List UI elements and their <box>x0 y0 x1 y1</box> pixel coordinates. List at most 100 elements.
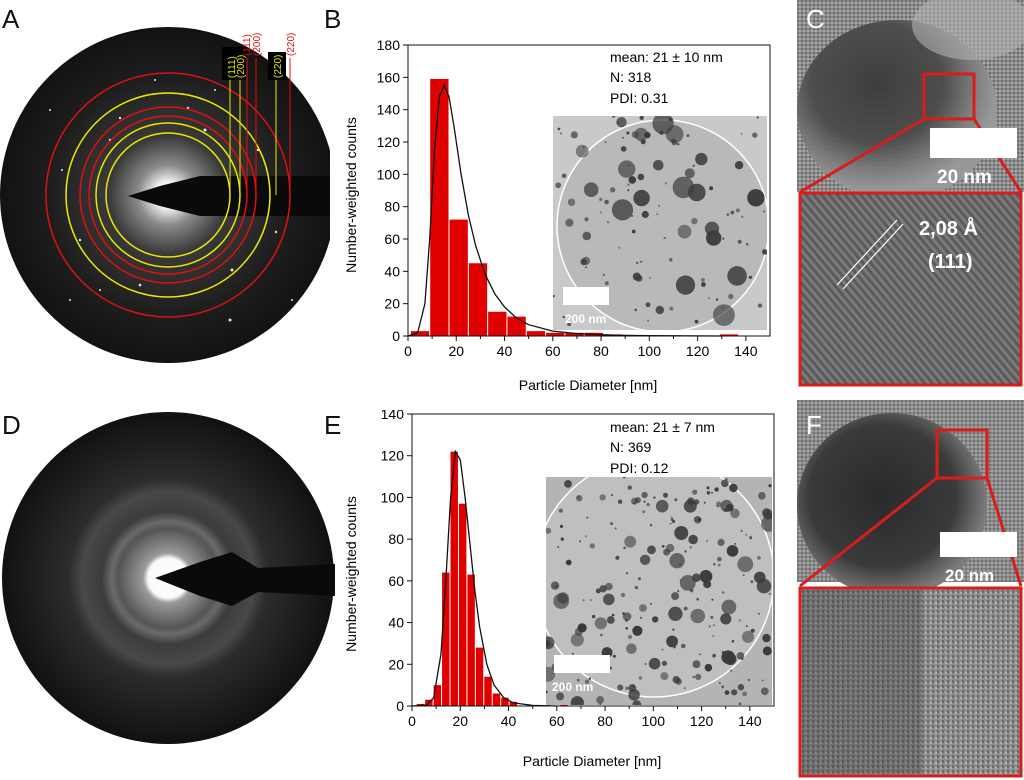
scale-label-b: 200 nm <box>565 312 606 326</box>
scale-bar-f <box>940 532 1017 557</box>
chart-b-ytick-label-0: 0 <box>392 328 400 344</box>
ring-label-200-yellow: (200) <box>236 55 247 78</box>
chart-b-bar-8 <box>565 332 584 336</box>
diffraction-pattern-d <box>2 412 335 744</box>
chart-b-xtick-label-2: 40 <box>497 343 513 359</box>
chart-b-bar-5 <box>507 316 526 336</box>
hrtem-zoom-c <box>798 191 1023 387</box>
chart-e-ytick-label-7: 140 <box>381 410 405 422</box>
panel-letter-f: F <box>806 410 822 440</box>
chart-e-bar-9 <box>492 693 501 706</box>
chart-b-ytick-label-2: 40 <box>384 263 400 279</box>
label-bg-220 <box>268 52 286 80</box>
chart-e-bar-3 <box>442 572 450 706</box>
chart-b-ytick-label-5: 100 <box>377 166 401 182</box>
chart-b-bar-6 <box>526 331 546 336</box>
histogram-e: 0 20 40 60 80 100 120 140 0 20 40 60 80 100 120 140 Par… <box>343 410 775 769</box>
chart-e-bar-2 <box>433 685 442 706</box>
chart-e-xtick-label-1: 20 <box>452 713 468 729</box>
scale-bar-e <box>554 655 610 673</box>
chart-e-axes-frame <box>411 413 775 707</box>
chart-e-bar-11 <box>509 701 518 706</box>
red-rings <box>45 72 291 318</box>
scale-bar-b <box>563 287 609 305</box>
chart-e-bar-7 <box>475 647 484 706</box>
chart-e-bar-8 <box>484 676 492 706</box>
chart-b-ytick-label-1: 20 <box>384 296 400 312</box>
chart-b-ytick-label-7: 140 <box>377 102 401 118</box>
chart-e-ytick-label-0: 0 <box>396 698 404 714</box>
stats-pdi-b: PDI: 0.31 <box>610 90 669 106</box>
chart-b-xtick-label-7: 140 <box>734 343 758 359</box>
chart-b-xtick-label-5: 100 <box>638 343 662 359</box>
ring-label-200-red: (200) <box>252 33 263 56</box>
chart-b-xtick-label-0: 0 <box>404 343 412 359</box>
chart-e-xtick-label-6: 120 <box>690 713 714 729</box>
panel-letter-d: D <box>2 410 21 440</box>
scale-label-f: 20 nm <box>945 566 994 585</box>
diffraction-pattern-a: (111) (200) (111) (200) (220) (220) <box>0 27 330 363</box>
chart-b-xtick-label-3: 60 <box>545 343 561 359</box>
chart-e-fit-curve <box>411 449 557 707</box>
stats-mean-b: mean: 21 ± 10 nm <box>610 49 723 65</box>
ring-label-220-red: (220) <box>286 33 297 56</box>
chart-e-bar-10 <box>501 697 509 706</box>
zoom-box-f <box>935 428 989 480</box>
beam-stopper-d <box>155 552 335 606</box>
chart-b-bar-0 <box>410 331 430 336</box>
panel-letter-b: B <box>324 4 342 34</box>
chart-e-bar-4 <box>450 451 458 706</box>
tem-inset-b: 200 nm <box>553 116 767 330</box>
chart-e-xtick-label-7: 140 <box>738 713 762 729</box>
yellow-rings <box>65 92 271 298</box>
hrtem-zoom-f <box>798 586 1023 778</box>
lattice-plane: (111) <box>928 251 972 273</box>
chart-b-bar-1 <box>430 78 449 336</box>
chart-b-xtick-label-6: 120 <box>686 343 710 359</box>
stats-n-e: N: 369 <box>610 439 651 455</box>
chart-e-ytick-label-1: 20 <box>388 656 404 672</box>
panel-letter-e: E <box>324 410 342 440</box>
chart-e-xtick-label-5: 100 <box>642 713 666 729</box>
chart-b-bar-2 <box>449 219 468 336</box>
chart-b-ytick-label-3: 60 <box>384 231 400 247</box>
panel-letter-a: A <box>2 4 20 34</box>
scale-label-e: 200 nm <box>552 680 593 694</box>
chart-b-axes-frame <box>407 44 771 337</box>
chart-e-xtick-label-3: 60 <box>549 713 565 729</box>
hrtem-panel-c: 20 nm 2,08 Å (111) <box>797 0 1024 387</box>
chart-b-bar-4 <box>488 311 507 336</box>
ring-label-220-yellow: (220) <box>273 55 284 78</box>
chart-b-ytick-label-8: 160 <box>377 69 401 85</box>
zoom-box-c <box>922 72 976 121</box>
chart-b-fit-curve <box>407 83 722 337</box>
label-bg-yellow <box>222 47 246 80</box>
y-axis-label-e: Number-weighted counts <box>343 496 359 652</box>
chart-e-xtick-label-2: 40 <box>501 713 517 729</box>
y-axis-label-b: Number-weighted counts <box>343 117 359 273</box>
x-axis-label-b: Particle Diameter [nm] <box>519 377 657 393</box>
beam-stopper <box>128 176 330 216</box>
ring-label-111-red: (111) <box>242 34 253 56</box>
lattice-spacing: 2,08 Å <box>919 216 978 240</box>
chart-b-ytick-label-9: 180 <box>377 37 401 53</box>
chart-b-bar-7 <box>546 332 565 336</box>
chart-e-bar-6 <box>467 574 475 706</box>
scale-bar-c <box>930 128 1017 158</box>
chart-b-bar-11 <box>719 334 739 336</box>
stats-n-b: N: 318 <box>610 69 651 85</box>
chart-b-xtick-label-1: 20 <box>448 343 464 359</box>
histogram-b: 0 20 40 60 80 100 120 140 0 20 40 60 80 100 120 140 160 1… <box>343 37 771 393</box>
chart-e-ytick-label-3: 60 <box>388 573 404 589</box>
scale-label-c: 20 nm <box>937 167 992 188</box>
chart-e-ytick-label-4: 80 <box>388 531 404 547</box>
chart-b-xtick-label-4: 80 <box>593 343 609 359</box>
stats-pdi-e: PDI: 0.12 <box>610 460 669 476</box>
tem-inset-e: 200 nm <box>546 477 772 705</box>
hrtem-panel-f: 20 nm <box>797 400 1024 778</box>
chart-e-ytick-label-6: 120 <box>381 448 405 464</box>
chart-b-ytick-label-6: 120 <box>377 134 401 150</box>
chart-e-ytick-label-2: 40 <box>388 615 404 631</box>
chart-b-ytick-label-4: 80 <box>384 199 400 215</box>
chart-e-bar-5 <box>458 503 467 706</box>
